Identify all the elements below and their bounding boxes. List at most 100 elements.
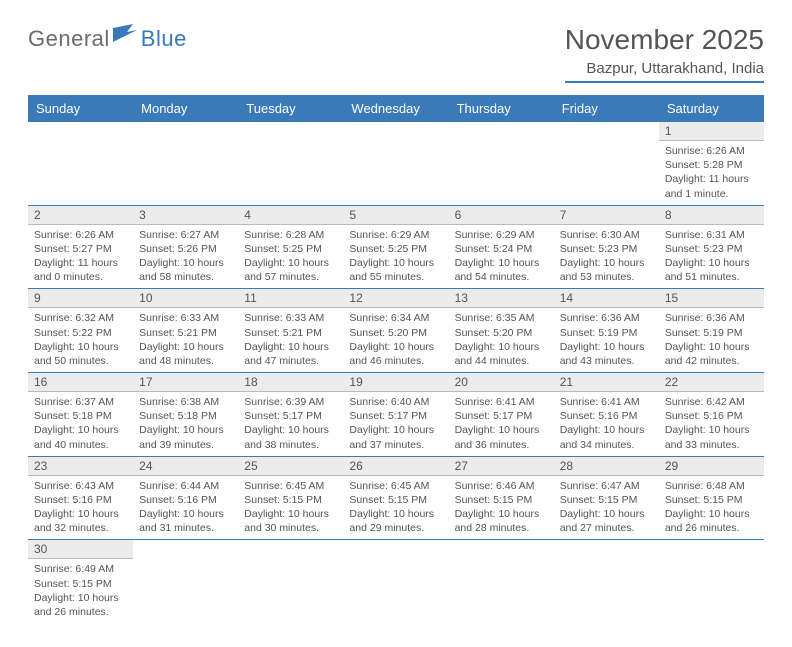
day-info: Sunrise: 6:48 AMSunset: 5:15 PMDaylight:…: [659, 476, 764, 540]
calendar-day-cell: 2Sunrise: 6:26 AMSunset: 5:27 PMDaylight…: [28, 205, 133, 289]
day-info: Sunrise: 6:36 AMSunset: 5:19 PMDaylight:…: [659, 308, 764, 372]
day-info: Sunrise: 6:44 AMSunset: 5:16 PMDaylight:…: [133, 476, 238, 540]
day-info: Sunrise: 6:29 AMSunset: 5:25 PMDaylight:…: [343, 225, 448, 289]
day-info: Sunrise: 6:26 AMSunset: 5:28 PMDaylight:…: [659, 141, 764, 205]
calendar-day-cell: 22Sunrise: 6:42 AMSunset: 5:16 PMDayligh…: [659, 373, 764, 457]
header: General Blue November 2025 Bazpur, Uttar…: [28, 24, 764, 83]
calendar-day-cell: 18Sunrise: 6:39 AMSunset: 5:17 PMDayligh…: [238, 373, 343, 457]
day-number: 18: [238, 373, 343, 392]
calendar-day-cell: 29Sunrise: 6:48 AMSunset: 5:15 PMDayligh…: [659, 456, 764, 540]
calendar-empty-cell: [554, 122, 659, 205]
day-info: Sunrise: 6:26 AMSunset: 5:27 PMDaylight:…: [28, 225, 133, 289]
day-number: 30: [28, 540, 133, 559]
calendar-empty-cell: [449, 540, 554, 623]
calendar-day-cell: 14Sunrise: 6:36 AMSunset: 5:19 PMDayligh…: [554, 289, 659, 373]
calendar-week-row: 1Sunrise: 6:26 AMSunset: 5:28 PMDaylight…: [28, 122, 764, 205]
calendar-day-cell: 3Sunrise: 6:27 AMSunset: 5:26 PMDaylight…: [133, 205, 238, 289]
calendar-day-cell: 28Sunrise: 6:47 AMSunset: 5:15 PMDayligh…: [554, 456, 659, 540]
day-info: Sunrise: 6:27 AMSunset: 5:26 PMDaylight:…: [133, 225, 238, 289]
calendar-day-cell: 21Sunrise: 6:41 AMSunset: 5:16 PMDayligh…: [554, 373, 659, 457]
day-number: 29: [659, 457, 764, 476]
day-info: Sunrise: 6:46 AMSunset: 5:15 PMDaylight:…: [449, 476, 554, 540]
day-number: 5: [343, 206, 448, 225]
calendar-day-cell: 26Sunrise: 6:45 AMSunset: 5:15 PMDayligh…: [343, 456, 448, 540]
calendar-day-cell: 11Sunrise: 6:33 AMSunset: 5:21 PMDayligh…: [238, 289, 343, 373]
day-number: 9: [28, 289, 133, 308]
day-info: Sunrise: 6:41 AMSunset: 5:16 PMDaylight:…: [554, 392, 659, 456]
day-number: 14: [554, 289, 659, 308]
calendar-day-cell: 20Sunrise: 6:41 AMSunset: 5:17 PMDayligh…: [449, 373, 554, 457]
day-info: Sunrise: 6:34 AMSunset: 5:20 PMDaylight:…: [343, 308, 448, 372]
calendar-empty-cell: [343, 540, 448, 623]
calendar-empty-cell: [28, 122, 133, 205]
day-info: Sunrise: 6:39 AMSunset: 5:17 PMDaylight:…: [238, 392, 343, 456]
day-info: Sunrise: 6:42 AMSunset: 5:16 PMDaylight:…: [659, 392, 764, 456]
calendar-week-row: 23Sunrise: 6:43 AMSunset: 5:16 PMDayligh…: [28, 456, 764, 540]
day-number: 17: [133, 373, 238, 392]
calendar-day-cell: 17Sunrise: 6:38 AMSunset: 5:18 PMDayligh…: [133, 373, 238, 457]
day-number: 19: [343, 373, 448, 392]
day-number: 27: [449, 457, 554, 476]
calendar-week-row: 9Sunrise: 6:32 AMSunset: 5:22 PMDaylight…: [28, 289, 764, 373]
day-number: 3: [133, 206, 238, 225]
day-number: 6: [449, 206, 554, 225]
calendar-week-row: 16Sunrise: 6:37 AMSunset: 5:18 PMDayligh…: [28, 373, 764, 457]
day-number: 20: [449, 373, 554, 392]
day-info: Sunrise: 6:33 AMSunset: 5:21 PMDaylight:…: [133, 308, 238, 372]
calendar-day-cell: 12Sunrise: 6:34 AMSunset: 5:20 PMDayligh…: [343, 289, 448, 373]
day-number: 10: [133, 289, 238, 308]
calendar-day-cell: 8Sunrise: 6:31 AMSunset: 5:23 PMDaylight…: [659, 205, 764, 289]
day-number: 7: [554, 206, 659, 225]
calendar-empty-cell: [133, 540, 238, 623]
day-number: 1: [659, 122, 764, 141]
calendar-empty-cell: [133, 122, 238, 205]
calendar-empty-cell: [343, 122, 448, 205]
calendar-empty-cell: [659, 540, 764, 623]
day-number: 11: [238, 289, 343, 308]
calendar-empty-cell: [238, 540, 343, 623]
day-info: Sunrise: 6:41 AMSunset: 5:17 PMDaylight:…: [449, 392, 554, 456]
day-number: 13: [449, 289, 554, 308]
calendar-day-cell: 30Sunrise: 6:49 AMSunset: 5:15 PMDayligh…: [28, 540, 133, 623]
calendar-day-cell: 25Sunrise: 6:45 AMSunset: 5:15 PMDayligh…: [238, 456, 343, 540]
day-info: Sunrise: 6:35 AMSunset: 5:20 PMDaylight:…: [449, 308, 554, 372]
day-number: 26: [343, 457, 448, 476]
day-number: 21: [554, 373, 659, 392]
calendar-day-cell: 23Sunrise: 6:43 AMSunset: 5:16 PMDayligh…: [28, 456, 133, 540]
weekday-header: Friday: [554, 95, 659, 122]
calendar-day-cell: 16Sunrise: 6:37 AMSunset: 5:18 PMDayligh…: [28, 373, 133, 457]
weekday-header: Wednesday: [343, 95, 448, 122]
day-info: Sunrise: 6:36 AMSunset: 5:19 PMDaylight:…: [554, 308, 659, 372]
calendar-day-cell: 19Sunrise: 6:40 AMSunset: 5:17 PMDayligh…: [343, 373, 448, 457]
calendar-empty-cell: [449, 122, 554, 205]
calendar-day-cell: 7Sunrise: 6:30 AMSunset: 5:23 PMDaylight…: [554, 205, 659, 289]
calendar-day-cell: 1Sunrise: 6:26 AMSunset: 5:28 PMDaylight…: [659, 122, 764, 205]
weekday-header: Tuesday: [238, 95, 343, 122]
day-info: Sunrise: 6:38 AMSunset: 5:18 PMDaylight:…: [133, 392, 238, 456]
day-info: Sunrise: 6:30 AMSunset: 5:23 PMDaylight:…: [554, 225, 659, 289]
calendar-day-cell: 24Sunrise: 6:44 AMSunset: 5:16 PMDayligh…: [133, 456, 238, 540]
day-info: Sunrise: 6:32 AMSunset: 5:22 PMDaylight:…: [28, 308, 133, 372]
calendar-empty-cell: [554, 540, 659, 623]
day-number: 22: [659, 373, 764, 392]
calendar-day-cell: 5Sunrise: 6:29 AMSunset: 5:25 PMDaylight…: [343, 205, 448, 289]
calendar-week-row: 30Sunrise: 6:49 AMSunset: 5:15 PMDayligh…: [28, 540, 764, 623]
calendar-day-cell: 9Sunrise: 6:32 AMSunset: 5:22 PMDaylight…: [28, 289, 133, 373]
calendar-day-cell: 10Sunrise: 6:33 AMSunset: 5:21 PMDayligh…: [133, 289, 238, 373]
day-info: Sunrise: 6:47 AMSunset: 5:15 PMDaylight:…: [554, 476, 659, 540]
day-number: 28: [554, 457, 659, 476]
location-subtitle: Bazpur, Uttarakhand, India: [565, 60, 764, 83]
calendar-day-cell: 4Sunrise: 6:28 AMSunset: 5:25 PMDaylight…: [238, 205, 343, 289]
day-number: 15: [659, 289, 764, 308]
day-number: 8: [659, 206, 764, 225]
calendar-header-row: SundayMondayTuesdayWednesdayThursdayFrid…: [28, 95, 764, 122]
calendar-day-cell: 15Sunrise: 6:36 AMSunset: 5:19 PMDayligh…: [659, 289, 764, 373]
day-info: Sunrise: 6:31 AMSunset: 5:23 PMDaylight:…: [659, 225, 764, 289]
day-number: 12: [343, 289, 448, 308]
calendar-week-row: 2Sunrise: 6:26 AMSunset: 5:27 PMDaylight…: [28, 205, 764, 289]
day-number: 24: [133, 457, 238, 476]
day-info: Sunrise: 6:45 AMSunset: 5:15 PMDaylight:…: [343, 476, 448, 540]
logo: General Blue: [28, 24, 187, 53]
calendar-table: SundayMondayTuesdayWednesdayThursdayFrid…: [28, 95, 764, 623]
day-info: Sunrise: 6:45 AMSunset: 5:15 PMDaylight:…: [238, 476, 343, 540]
